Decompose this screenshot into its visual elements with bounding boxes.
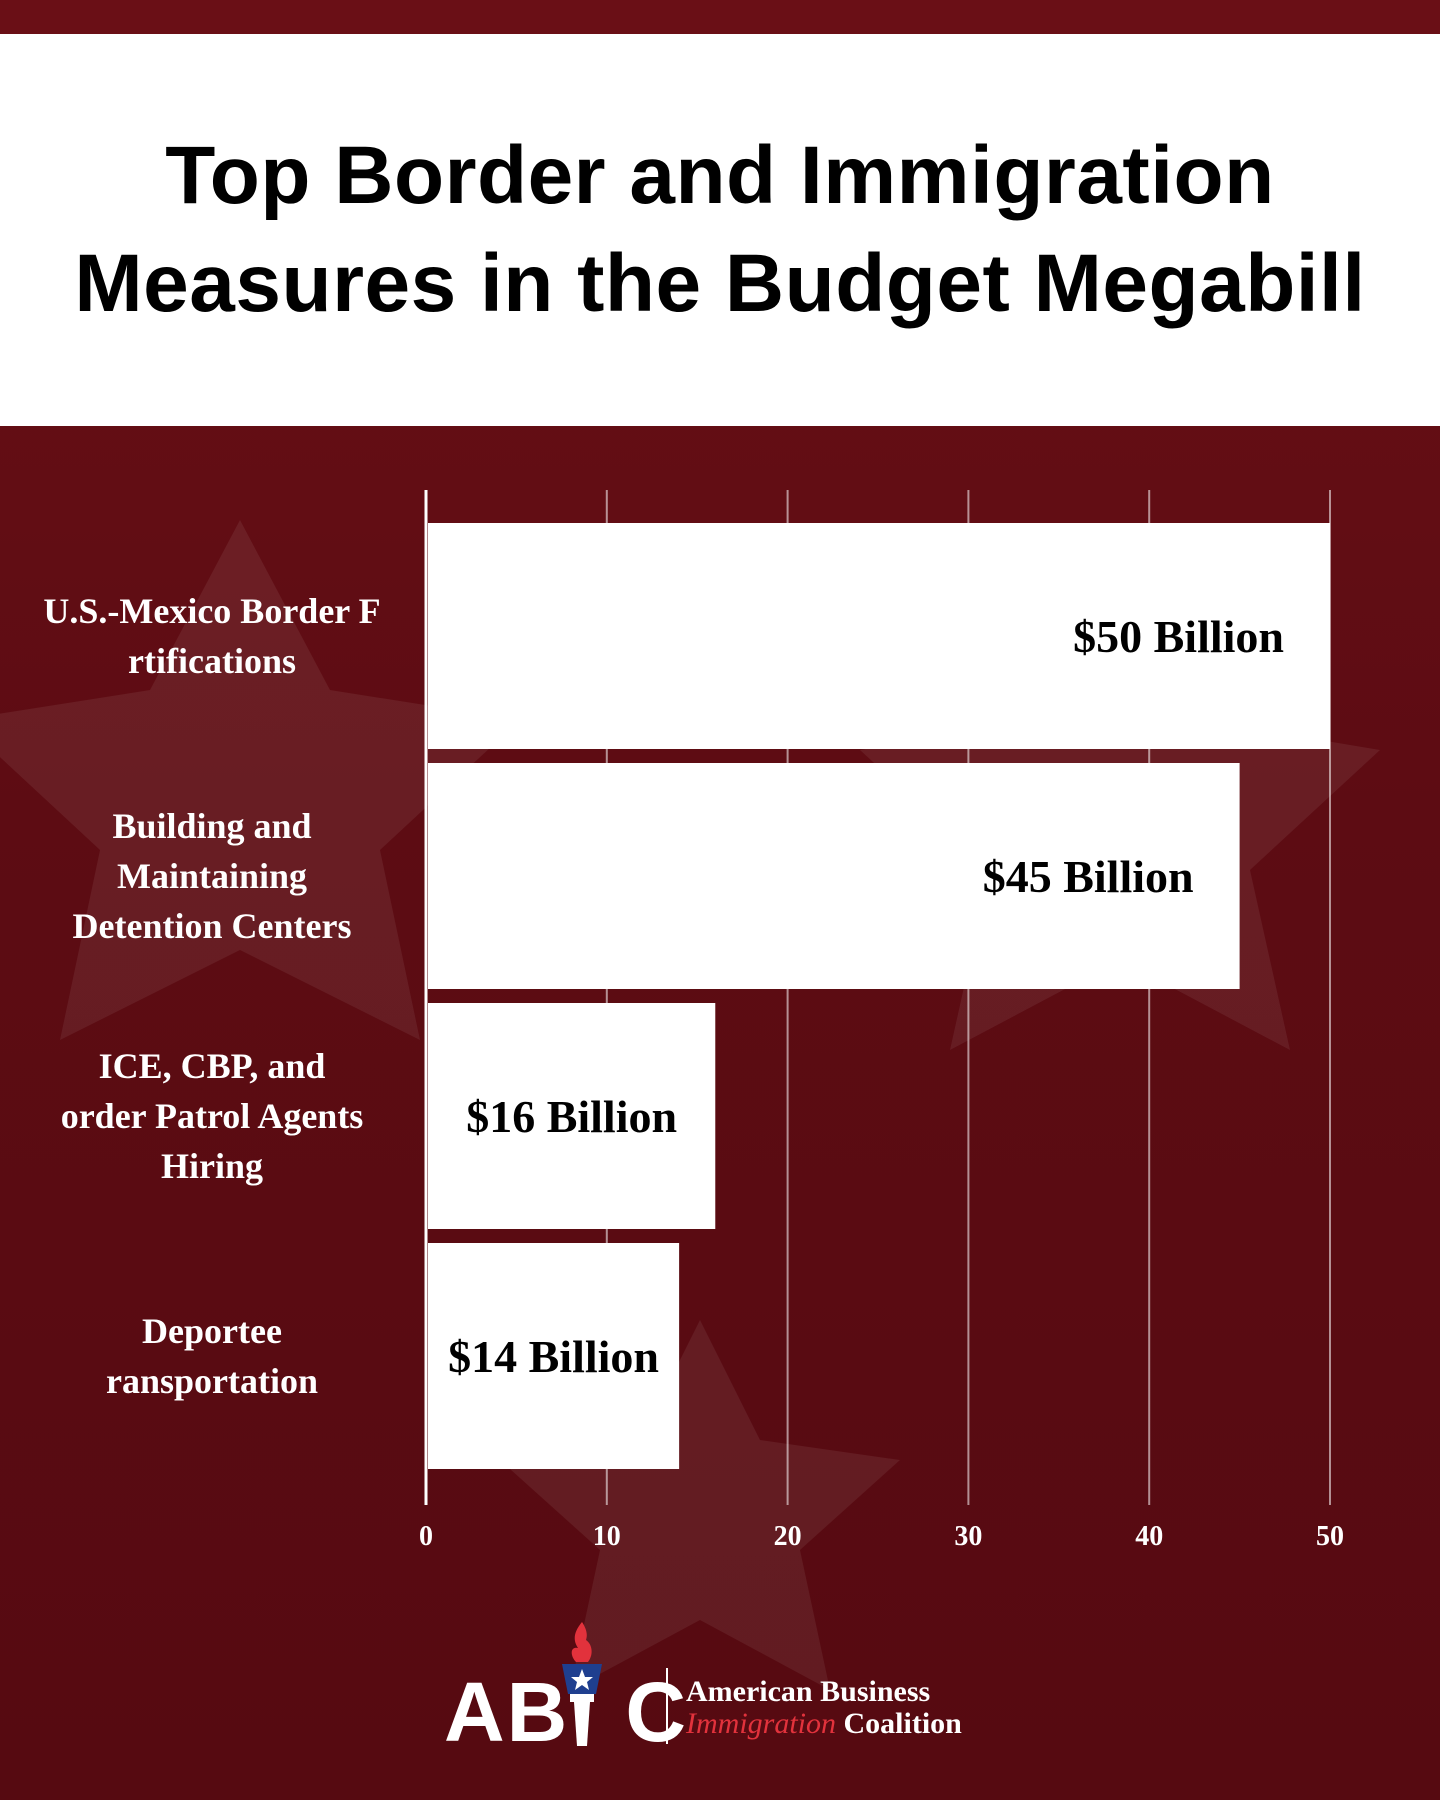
bar-value-label: $14 Billion bbox=[448, 1331, 659, 1382]
category-labels: U.S.-Mexico Border F rtifications Building… bbox=[43, 591, 380, 1401]
category-label: Building and Maintaining Detention Centers bbox=[73, 806, 352, 946]
category-label: ICE, CBP, and order Patrol Agents Hiring bbox=[61, 1046, 364, 1186]
star-icon bbox=[571, 1669, 593, 1690]
category-label-line: Building and bbox=[112, 806, 311, 846]
x-axis-ticks: 0 10 20 30 40 50 bbox=[419, 1521, 1344, 1552]
category-label-line: ICE, CBP, and bbox=[99, 1046, 326, 1086]
bars: $50 Billion $45 Billion $16 Billion $14 Bil… bbox=[428, 523, 1330, 1469]
torch-handle-icon bbox=[574, 1702, 590, 1746]
category-label-line: order Patrol Agents bbox=[61, 1096, 364, 1136]
organization-name: American Business Immigration Coalition bbox=[686, 1676, 962, 1740]
x-tick-label: 40 bbox=[1135, 1521, 1163, 1552]
logo-letter-c: C bbox=[625, 1665, 688, 1759]
bar-value-label: $50 Billion bbox=[1073, 611, 1284, 662]
bar-value-label: $45 Billion bbox=[983, 851, 1194, 902]
category-label: U.S.-Mexico Border F rtifications bbox=[43, 591, 380, 681]
organization-name-rest: Coalition bbox=[843, 1707, 962, 1740]
bar bbox=[428, 1243, 680, 1469]
logo-letters: AB C bbox=[444, 1665, 688, 1759]
organization-name-italic: Immigration bbox=[686, 1707, 836, 1740]
category-label-line: U.S.-Mexico Border F bbox=[43, 591, 380, 631]
background-star-shape bbox=[500, 1320, 900, 1690]
title-band: Top Border and Immigration Measures in t… bbox=[0, 34, 1440, 426]
category-label-line: Maintaining bbox=[117, 856, 307, 896]
category-label-line: rtifications bbox=[128, 641, 296, 681]
abic-logo: AB C American Business Immigration Coali… bbox=[430, 1620, 1030, 1759]
torch-flame-icon bbox=[571, 1622, 592, 1662]
page-title: Top Border and Immigration Measures in t… bbox=[74, 130, 1366, 329]
x-tick-label: 30 bbox=[954, 1521, 982, 1552]
category-label: Deportee ransportation bbox=[106, 1311, 318, 1401]
organization-name-line2: Immigration Coalition bbox=[686, 1708, 962, 1740]
bar bbox=[428, 1003, 716, 1229]
torch-band-icon bbox=[570, 1694, 594, 1702]
category-label-line: Deportee bbox=[142, 1311, 282, 1351]
x-tick-label: 0 bbox=[419, 1521, 433, 1552]
bar-value-label: $16 Billion bbox=[466, 1091, 677, 1142]
x-tick-label: 50 bbox=[1316, 1521, 1344, 1552]
background-star-shape bbox=[0, 520, 520, 1040]
bar bbox=[428, 523, 1330, 749]
organization-name-line1: American Business bbox=[686, 1675, 931, 1708]
category-label-line: Hiring bbox=[161, 1146, 263, 1186]
category-label-line: ransportation bbox=[106, 1361, 318, 1401]
logo-divider bbox=[666, 1668, 668, 1744]
x-tick-label: 20 bbox=[774, 1521, 802, 1552]
torch-icon bbox=[562, 1622, 602, 1746]
x-tick-label: 10 bbox=[593, 1521, 621, 1552]
logo-letters-ab: AB bbox=[444, 1665, 570, 1759]
bar bbox=[428, 763, 1240, 989]
category-label-line: Detention Centers bbox=[73, 906, 352, 946]
